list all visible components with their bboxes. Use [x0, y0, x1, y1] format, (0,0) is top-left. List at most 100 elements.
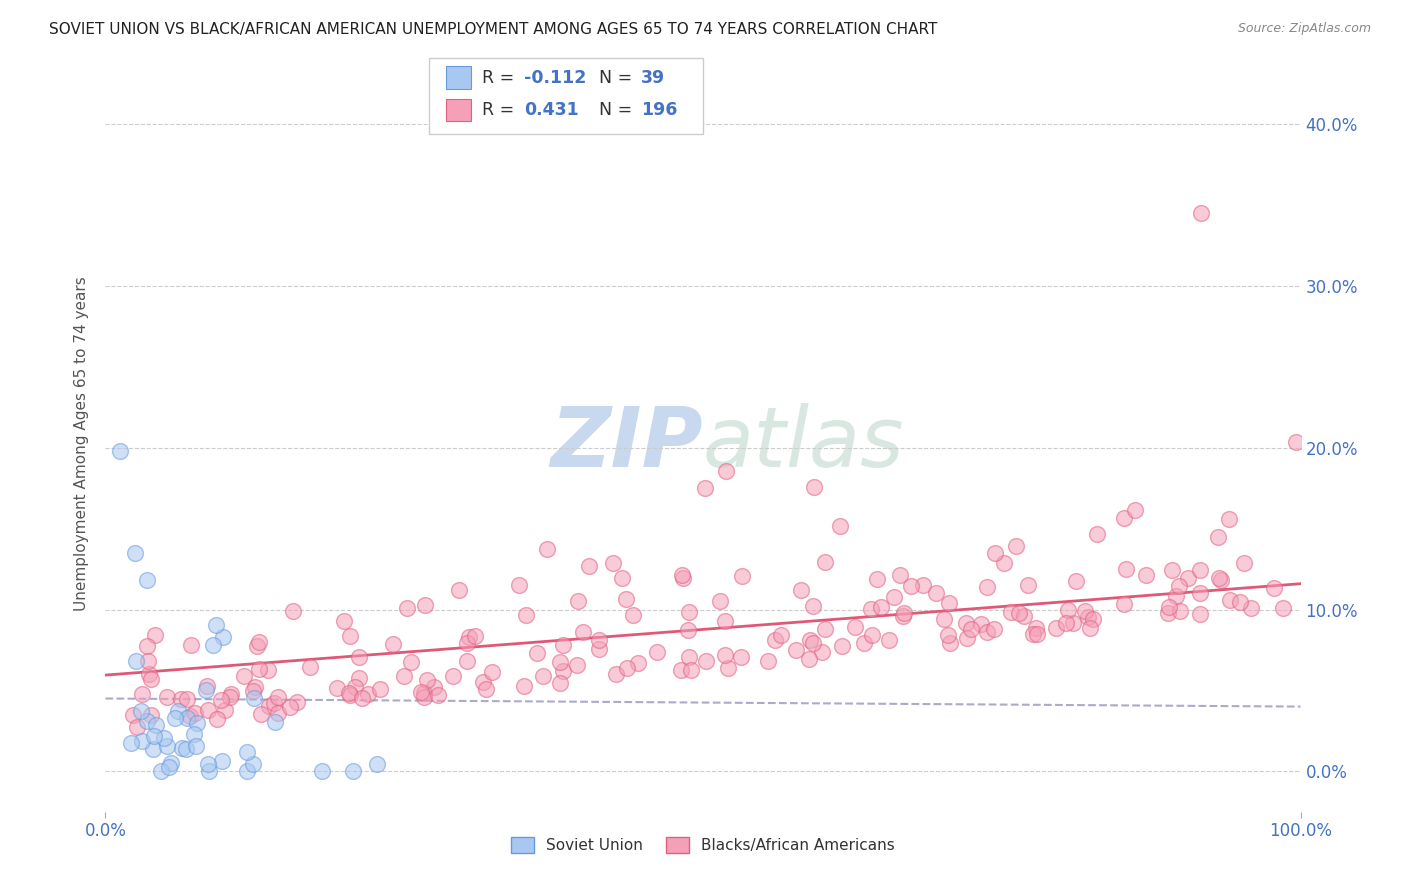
Point [578, 558, 600, 573]
Point [811, 644, 834, 658]
Point [141, 708, 163, 723]
Point [194, 683, 217, 698]
Point [456, 636, 478, 650]
Point [136, 639, 159, 653]
Text: 0.431: 0.431 [524, 101, 579, 119]
Point [1062, 615, 1084, 630]
Point [790, 583, 813, 598]
Text: Source: ZipAtlas.com: Source: ZipAtlas.com [1237, 22, 1371, 36]
Point [142, 742, 165, 756]
Point [938, 596, 960, 610]
Point [475, 682, 498, 697]
Text: 196: 196 [641, 101, 678, 119]
Point [717, 660, 740, 674]
Point [179, 709, 201, 723]
Point [853, 636, 876, 650]
Point [136, 574, 159, 588]
Point [347, 649, 370, 664]
Point [156, 739, 179, 754]
Point [565, 658, 588, 673]
Point [1209, 573, 1232, 587]
Point [1177, 571, 1199, 585]
Point [197, 764, 219, 779]
Point [1112, 597, 1135, 611]
Point [993, 556, 1015, 570]
Point [415, 598, 437, 612]
Point [870, 600, 893, 615]
Point [1164, 589, 1187, 603]
Point [672, 571, 695, 585]
Point [209, 692, 232, 706]
Point [325, 681, 347, 696]
Point [610, 571, 633, 585]
Point [1168, 579, 1191, 593]
Point [693, 481, 716, 495]
Point [1000, 605, 1022, 619]
Point [1135, 568, 1157, 582]
Point [1168, 604, 1191, 618]
Point [1021, 626, 1043, 640]
Point [956, 631, 979, 645]
Point [679, 663, 702, 677]
Point [141, 672, 163, 686]
Point [212, 630, 235, 644]
Point [1123, 502, 1146, 516]
Point [1057, 603, 1080, 617]
Point [614, 592, 637, 607]
Point [280, 699, 302, 714]
Point [396, 600, 419, 615]
Point [730, 568, 752, 582]
Point [163, 711, 186, 725]
Point [195, 679, 218, 693]
Point [508, 578, 530, 592]
Point [932, 612, 955, 626]
Point [456, 654, 478, 668]
Point [758, 654, 780, 668]
Point [392, 669, 415, 683]
Point [247, 635, 270, 649]
Point [211, 754, 233, 768]
Point [183, 727, 205, 741]
Point [247, 662, 270, 676]
Point [145, 717, 167, 731]
Point [242, 683, 264, 698]
Point [553, 638, 575, 652]
Point [426, 688, 449, 702]
Point [149, 764, 172, 778]
Point [1285, 434, 1308, 449]
Point [616, 661, 638, 675]
Point [243, 680, 266, 694]
Point [1272, 600, 1295, 615]
Point [526, 646, 548, 660]
Point [138, 667, 160, 681]
Point [159, 760, 181, 774]
Point [1025, 621, 1047, 635]
Point [1005, 540, 1028, 554]
Point [1188, 563, 1211, 577]
Point [860, 628, 883, 642]
Point [645, 645, 668, 659]
Point [236, 764, 259, 779]
Point [531, 669, 554, 683]
Point [458, 630, 481, 644]
Point [250, 707, 273, 722]
Point [197, 756, 219, 771]
Y-axis label: Unemployment Among Ages 65 to 74 years: Unemployment Among Ages 65 to 74 years [75, 277, 90, 611]
Text: ZIP: ZIP [550, 403, 703, 484]
Point [285, 695, 308, 709]
Point [1026, 627, 1049, 641]
Point [671, 568, 693, 582]
Point [602, 556, 624, 570]
Point [831, 640, 853, 654]
Point [197, 703, 219, 717]
Point [912, 578, 935, 592]
Point [983, 623, 1005, 637]
Point [970, 616, 993, 631]
Text: SOVIET UNION VS BLACK/AFRICAN AMERICAN UNEMPLOYMENT AMONG AGES 65 TO 74 YEARS CO: SOVIET UNION VS BLACK/AFRICAN AMERICAN U… [49, 22, 938, 37]
Point [481, 665, 503, 680]
Point [120, 736, 142, 750]
Point [218, 690, 240, 704]
Text: R =: R = [482, 69, 520, 87]
Point [515, 608, 537, 623]
Point [548, 655, 571, 669]
